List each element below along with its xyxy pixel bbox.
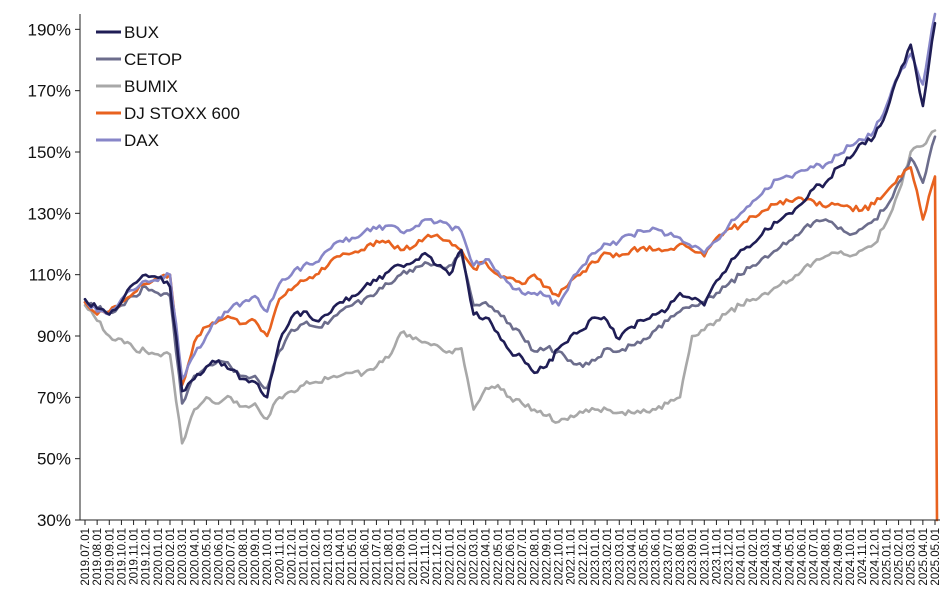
x-tick-label: 2021.09.01 xyxy=(396,528,408,586)
y-tick-label: 190% xyxy=(28,20,71,39)
x-tick-label: 2023.04.01 xyxy=(626,528,638,586)
x-tick-label: 2024.12.01 xyxy=(869,528,881,586)
x-tick-label: 2020.12.01 xyxy=(286,528,298,586)
x-tick-label: 2024.02.01 xyxy=(748,528,760,586)
x-tick-label: 2023.06.01 xyxy=(651,528,663,586)
x-tick-label: 2021.04.01 xyxy=(335,528,347,586)
x-tick-label: 2021.01.01 xyxy=(299,528,311,586)
x-tick-label: 2020.11.01 xyxy=(274,528,286,585)
x-tick-label: 2021.02.01 xyxy=(311,528,323,586)
x-tick-label: 2022.12.01 xyxy=(578,528,590,586)
series-line-bux xyxy=(83,21,937,399)
x-tick-label: 2024.07.01 xyxy=(809,528,821,586)
x-tick-label: 2025.02.01 xyxy=(894,528,906,586)
x-tick-label: 2025.04.01 xyxy=(918,528,930,586)
x-tick-label: 2022.04.01 xyxy=(481,528,493,586)
x-tick-label: 2019.10.01 xyxy=(116,528,128,586)
legend-label-bux: BUX xyxy=(124,23,159,42)
x-tick-label: 2022.03.01 xyxy=(469,528,481,586)
series-line-dj-stoxx-600 xyxy=(83,166,939,522)
x-tick-label: 2020.06.01 xyxy=(214,528,226,586)
y-tick-label: 130% xyxy=(28,204,71,223)
x-tick-label: 2019.12.01 xyxy=(141,528,153,586)
x-tick-label: 2023.02.01 xyxy=(602,528,614,586)
x-axis-ticks: 2019.07.01 2019.08.01 2019.09.01 2019.10.01… xyxy=(80,520,942,586)
y-tick-label: 30% xyxy=(37,511,71,530)
x-tick-label: 2025.03.01 xyxy=(906,528,918,586)
x-tick-label: 2020.03.01 xyxy=(177,528,189,586)
x-tick-label: 2020.02.01 xyxy=(165,528,177,586)
x-tick-label: 2020.05.01 xyxy=(201,528,213,586)
x-tick-label: 2022.11.01 xyxy=(566,528,578,585)
legend-label-cetop: CETOP xyxy=(124,50,182,69)
x-tick-label: 2024.10.01 xyxy=(845,528,857,586)
x-tick-label: 2022.01.01 xyxy=(444,528,456,586)
x-tick-label: 2021.06.01 xyxy=(359,528,371,586)
y-tick-label: 70% xyxy=(37,388,71,407)
x-tick-label: 2020.09.01 xyxy=(250,528,262,586)
x-tick-label: 2019.07.01 xyxy=(80,528,92,586)
x-tick-label: 2021.11.01 xyxy=(420,528,432,585)
x-tick-label: 2024.05.01 xyxy=(784,528,796,586)
x-tick-label: 2019.09.01 xyxy=(104,528,116,586)
x-tick-label: 2021.12.01 xyxy=(432,528,444,586)
series-group xyxy=(83,12,939,522)
y-tick-label: 50% xyxy=(37,450,71,469)
x-tick-label: 2023.11.01 xyxy=(711,528,723,585)
x-tick-label: 2023.08.01 xyxy=(675,528,687,586)
y-tick-label: 90% xyxy=(37,327,71,346)
x-tick-label: 2024.03.01 xyxy=(760,528,772,586)
x-tick-label: 2023.05.01 xyxy=(639,528,651,586)
x-tick-label: 2019.08.01 xyxy=(92,528,104,586)
x-tick-label: 2020.07.01 xyxy=(226,528,238,586)
x-tick-label: 2024.09.01 xyxy=(833,528,845,586)
x-tick-label: 2022.05.01 xyxy=(493,528,505,586)
x-tick-label: 2020.08.01 xyxy=(238,528,250,586)
x-tick-label: 2021.07.01 xyxy=(371,528,383,586)
x-tick-label: 2022.09.01 xyxy=(541,528,553,586)
legend-label-dax: DAX xyxy=(124,131,159,150)
x-tick-label: 2020.04.01 xyxy=(189,528,201,586)
x-tick-label: 2022.08.01 xyxy=(529,528,541,586)
x-tick-label: 2023.09.01 xyxy=(687,528,699,586)
x-tick-label: 2020.10.01 xyxy=(262,528,274,586)
x-tick-label: 2022.10.01 xyxy=(554,528,566,586)
x-tick-label: 2022.06.01 xyxy=(505,528,517,586)
x-tick-label: 2021.05.01 xyxy=(347,528,359,586)
x-tick-label: 2021.03.01 xyxy=(323,528,335,586)
x-tick-label: 2024.08.01 xyxy=(821,528,833,586)
x-tick-label: 2023.10.01 xyxy=(699,528,711,586)
x-tick-label: 2021.10.01 xyxy=(408,528,420,586)
series-line-cetop xyxy=(83,135,937,405)
x-tick-label: 2022.02.01 xyxy=(456,528,468,586)
x-tick-label: 2025.01.01 xyxy=(881,528,893,586)
x-tick-label: 2024.06.01 xyxy=(796,528,808,586)
x-tick-label: 2025.05.01 xyxy=(930,528,942,586)
x-tick-label: 2024.11.01 xyxy=(857,528,869,585)
x-tick-label: 2023.07.01 xyxy=(663,528,675,586)
y-tick-label: 110% xyxy=(29,266,71,285)
x-tick-label: 2019.11.01 xyxy=(129,528,141,585)
x-tick-label: 2022.07.01 xyxy=(517,528,529,586)
series-line-bumix xyxy=(83,129,937,445)
y-tick-label: 150% xyxy=(28,143,71,162)
legend: BUX CETOP BUMIX DJ STOXX 600 DAX xyxy=(96,23,240,150)
legend-label-dj-stoxx-600: DJ STOXX 600 xyxy=(124,104,240,123)
x-tick-label: 2023.03.01 xyxy=(614,528,626,586)
x-tick-label: 2021.08.01 xyxy=(384,528,396,586)
series-line-dax xyxy=(83,12,937,381)
y-axis-ticks: 30% 50% 70% 90% 110% 130% 150% 170% 190% xyxy=(28,20,80,530)
x-tick-label: 2020.01.01 xyxy=(153,528,165,586)
x-tick-label: 2024.01.01 xyxy=(736,528,748,586)
x-tick-label: 2023.12.01 xyxy=(724,528,736,586)
x-tick-label: 2023.01.01 xyxy=(590,528,602,586)
x-tick-label: 2024.04.01 xyxy=(772,528,784,586)
legend-label-bumix: BUMIX xyxy=(124,77,178,96)
y-tick-label: 170% xyxy=(28,82,71,101)
